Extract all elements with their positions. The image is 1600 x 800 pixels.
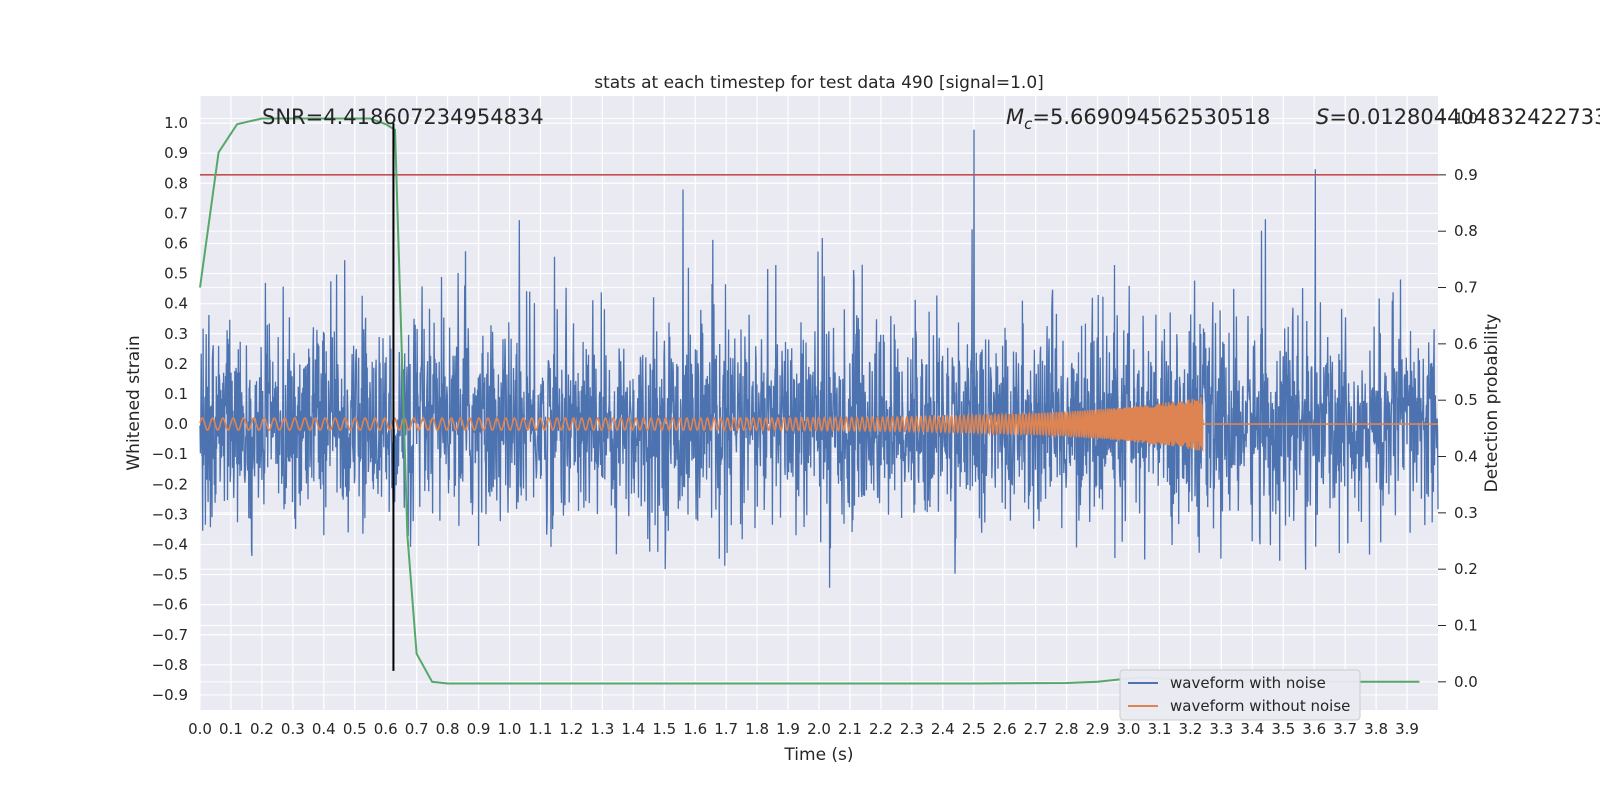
- x-tick-label: 2.6: [993, 720, 1017, 738]
- snr-annotation: SNR=4.418607234954834: [262, 105, 544, 129]
- y-tick-label: 0.5: [164, 265, 188, 283]
- y-tick-label: 0.3: [164, 325, 188, 343]
- y2-tick-label: 0.3: [1454, 504, 1478, 522]
- x-tick-label: 2.5: [962, 720, 986, 738]
- x-tick-label: 1.8: [745, 720, 769, 738]
- x-tick-label: 3.6: [1302, 720, 1326, 738]
- x-tick-label: 2.1: [838, 720, 862, 738]
- y2-axis-label: Detection probability: [1482, 314, 1502, 493]
- x-tick-label: 2.9: [1086, 720, 1110, 738]
- x-tick-label: 0.1: [219, 720, 243, 738]
- s-annotation: S=0.012804404832422733: [1316, 105, 1600, 129]
- x-tick-label: 3.5: [1271, 720, 1295, 738]
- y2-tick-label: 0.6: [1454, 335, 1478, 353]
- x-tick-label: 2.2: [869, 720, 893, 738]
- y-tick-label: 1.0: [164, 114, 188, 132]
- y2-tick-label: 0.8: [1454, 222, 1478, 240]
- x-tick-label: 0.5: [343, 720, 367, 738]
- chart-title: stats at each timestep for test data 490…: [594, 73, 1044, 93]
- y-tick-label: −0.3: [152, 505, 188, 523]
- x-tick-label: 1.9: [776, 720, 800, 738]
- x-tick-label: 2.3: [900, 720, 924, 738]
- y-tick-label: 0.6: [164, 234, 188, 252]
- x-tick-label: 1.5: [652, 720, 676, 738]
- series-waveform-with-noise: [199, 129, 1439, 588]
- y-tick-label: 0.7: [164, 204, 188, 222]
- x-tick-label: 0.9: [467, 720, 491, 738]
- x-tick-label: 1.2: [559, 720, 583, 738]
- x-tick-label: 0.3: [281, 720, 305, 738]
- y-tick-label: 0.9: [164, 144, 188, 162]
- y-tick-label: 0.2: [164, 355, 188, 373]
- legend: waveform with noise waveform without noi…: [1119, 669, 1361, 721]
- x-tick-label: 3.8: [1364, 720, 1388, 738]
- y-tick-label: −0.6: [152, 596, 188, 614]
- y-tick-label: −0.1: [152, 445, 188, 463]
- y2-tick-label: 1.0: [1454, 110, 1478, 128]
- y-tick-label: −0.5: [152, 566, 188, 584]
- x-tick-label: 0.4: [312, 720, 336, 738]
- legend-label-clean: waveform without noise: [1170, 697, 1350, 715]
- y2-tick-label: 0.2: [1454, 560, 1478, 578]
- x-tick-label: 0.7: [405, 720, 429, 738]
- x-tick-label: 2.0: [807, 720, 831, 738]
- x-tick-label: 1.1: [529, 720, 553, 738]
- y2-tick-label: 0.1: [1454, 617, 1478, 635]
- chirp-mass-value: =5.669094562530518: [1032, 105, 1270, 129]
- x-tick-label: 3.9: [1395, 720, 1419, 738]
- x-tick-label: 1.4: [621, 720, 645, 738]
- x-tick-label: 0.6: [374, 720, 398, 738]
- y2-tick-label: 0.4: [1454, 448, 1478, 466]
- x-tick-label: 0.2: [250, 720, 274, 738]
- y-tick-label: −0.9: [152, 686, 188, 704]
- x-tick-label: 2.8: [1055, 720, 1079, 738]
- y-tick-label: −0.2: [152, 475, 188, 493]
- x-tick-label: 1.6: [683, 720, 707, 738]
- chirp-mass-symbol: M: [1006, 105, 1024, 129]
- x-tick-label: 3.1: [1148, 720, 1172, 738]
- x-tick-label: 3.3: [1209, 720, 1233, 738]
- x-tick-label: 0.0: [188, 720, 212, 738]
- x-tick-label: 3.4: [1240, 720, 1264, 738]
- y2-tick-label: 0.7: [1454, 279, 1478, 297]
- x-tick-label: 1.3: [590, 720, 614, 738]
- y2-tick-label: 0.5: [1454, 391, 1478, 409]
- x-tick-label: 2.7: [1024, 720, 1048, 738]
- chirp-mass-subscript: c: [1024, 115, 1033, 133]
- ticks: 0.0 0.1 0.2 0.3 0.4 0.5 0.6 0.7 0.8 0.9 1.0 1.1 1.2 1…: [152, 110, 1478, 738]
- s-symbol: S: [1316, 105, 1329, 129]
- y-tick-label: 0.0: [164, 415, 188, 433]
- legend-label-noise: waveform with noise: [1170, 674, 1326, 692]
- x-tick-label: 0.8: [436, 720, 460, 738]
- x-tick-label: 2.4: [931, 720, 955, 738]
- x-tick-label: 3.0: [1117, 720, 1141, 738]
- y2-tick-label: 0.9: [1454, 166, 1478, 184]
- x-tick-label: 3.2: [1178, 720, 1202, 738]
- y-tick-label: −0.7: [152, 626, 188, 644]
- y-axis-label: Whitened strain: [124, 335, 144, 470]
- y-tick-label: 0.1: [164, 385, 188, 403]
- chirp-mass-annotation: Mc=5.669094562530518: [1006, 105, 1270, 133]
- x-tick-label: 1.7: [714, 720, 738, 738]
- y-tick-label: 0.4: [164, 295, 188, 313]
- legend-box: [1119, 669, 1361, 721]
- y-tick-label: −0.8: [152, 656, 188, 674]
- s-value: =0.012804404832422733: [1329, 105, 1600, 129]
- x-axis-label: Time (s): [783, 745, 853, 765]
- y-tick-label: −0.4: [152, 535, 188, 553]
- y-tick-label: 0.8: [164, 174, 188, 192]
- series-waveform-without-noise: [199, 397, 1438, 451]
- x-tick-label: 1.0: [498, 720, 522, 738]
- x-tick-label: 3.7: [1333, 720, 1357, 738]
- y2-tick-label: 0.0: [1454, 673, 1478, 691]
